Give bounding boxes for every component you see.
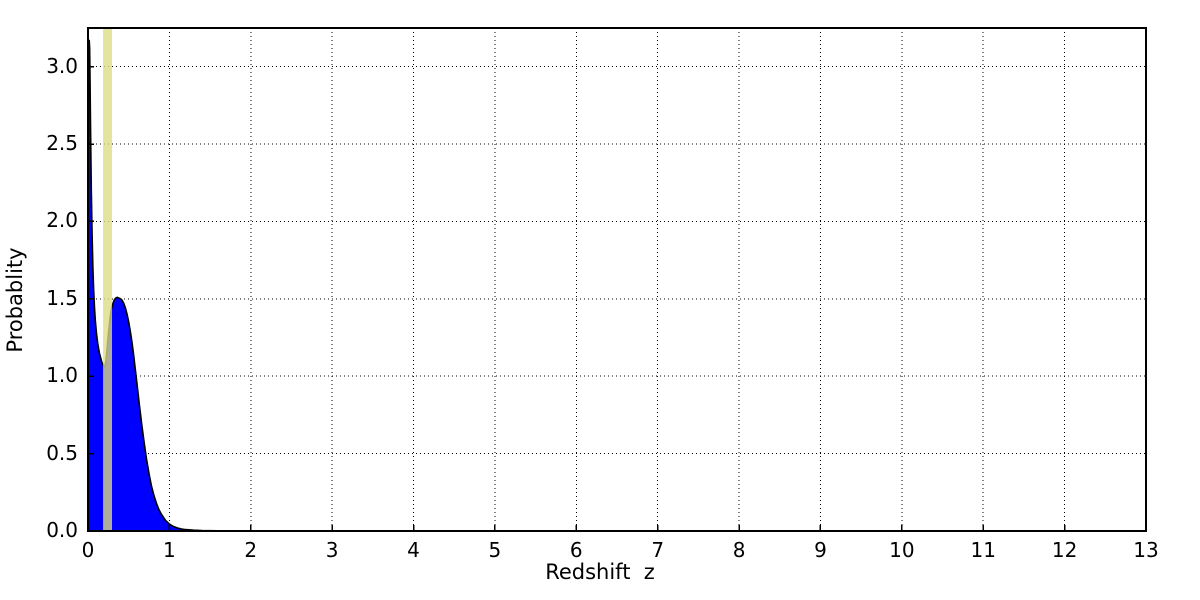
probability-fill-area (88, 40, 1146, 531)
y-tick-label: 1.5 (46, 285, 78, 310)
x-tick-label: 10 (889, 538, 915, 562)
highlight-band-group (103, 28, 113, 531)
y-tick-label: 0.0 (46, 518, 78, 542)
probability-curve-line (87, 39, 1146, 532)
y-axis-title: Probablity (3, 247, 27, 353)
y-tick-label: 2.0 (46, 208, 78, 233)
y-tick-label: 2.5 (46, 131, 78, 156)
plot-frame (87, 27, 1147, 532)
x-tick-label: 5 (488, 538, 502, 562)
x-axis-title: Redshift z (545, 560, 655, 584)
probability-curve-group (87, 39, 1146, 532)
x-tick-label: 6 (569, 538, 583, 562)
x-tick-label: 13 (1133, 538, 1159, 562)
x-tick-label: 1 (163, 538, 176, 562)
x-tick-label: 3 (325, 538, 339, 562)
y-tick-label: 3.0 (46, 53, 78, 78)
x-tick-label: 7 (651, 538, 665, 562)
grid-lines (88, 28, 1146, 531)
x-tick-label: 9 (814, 538, 827, 562)
y-tick-label: 0.5 (46, 440, 78, 465)
x-tick-label: 0 (81, 538, 95, 562)
axis-tick-marks (87, 65, 1147, 532)
x-tick-label: 2 (244, 538, 258, 562)
x-tick-label: 11 (970, 538, 996, 562)
highlight-band (103, 28, 113, 531)
x-tick-label: 12 (1051, 538, 1078, 562)
axes-frame (87, 27, 1147, 532)
y-tick-label: 1.0 (46, 363, 78, 388)
x-tick-label: 8 (732, 538, 746, 562)
x-tick-label: 4 (407, 538, 420, 562)
